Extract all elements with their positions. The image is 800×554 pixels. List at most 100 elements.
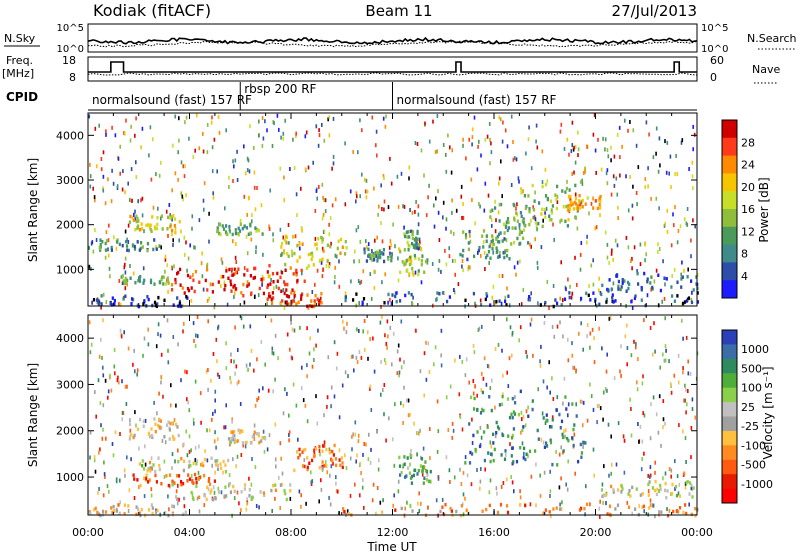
colorbar-swatch [722, 262, 737, 281]
echo-cell [154, 510, 158, 514]
scatter-cell [303, 458, 306, 463]
scatter-cell [581, 400, 583, 404]
echo-cell [211, 282, 214, 287]
echo-cell [276, 279, 279, 283]
scatter-cell [469, 265, 471, 270]
echo-cell [158, 417, 161, 421]
scatter-cell [268, 433, 271, 438]
echo-cell [523, 194, 526, 198]
scatter-cell [109, 373, 111, 378]
echo-cell [678, 506, 682, 510]
scatter-cell [626, 346, 629, 350]
scatter-cell [649, 473, 652, 478]
scatter-cell [93, 455, 96, 460]
scatter-cell [520, 410, 523, 415]
scatter-cell [610, 471, 612, 476]
echo-cell [516, 236, 519, 241]
scatter-cell [94, 390, 96, 395]
echo-cell [414, 256, 417, 260]
echo-cell [243, 224, 246, 228]
scatter-cell [588, 211, 590, 216]
scatter-cell [104, 474, 106, 479]
echo-cell [99, 248, 102, 252]
scatter-cell [255, 250, 257, 254]
scatter-cell [141, 196, 144, 201]
echo-cell [544, 508, 547, 512]
scatter-cell [458, 392, 461, 397]
scatter-cell [390, 301, 393, 306]
scatter-cell [312, 160, 314, 165]
echo-cell [414, 238, 417, 242]
echo-cell [335, 463, 338, 468]
scatter-cell [370, 296, 373, 301]
scatter-cell [144, 462, 147, 467]
echo-cell [488, 503, 491, 508]
scatter-cell [652, 352, 654, 357]
echo-cell [320, 301, 323, 305]
echo-cell [146, 469, 149, 473]
scatter-cell [383, 383, 386, 387]
echo-cell [180, 479, 183, 484]
scatter-cell [692, 147, 694, 152]
echo-cell [216, 229, 219, 233]
scatter-cell [650, 196, 652, 201]
scatter-cell [491, 378, 493, 383]
scatter-cell [100, 157, 103, 161]
scatter-cell [301, 365, 303, 370]
echo-cell [417, 243, 420, 247]
scatter-cell [382, 173, 385, 178]
echo-cell [168, 437, 171, 441]
scatter-cell [306, 419, 309, 424]
scatter-cell [196, 113, 198, 118]
scatter-cell [671, 273, 673, 278]
echo-cell [627, 492, 630, 496]
echo-cell [154, 303, 157, 308]
echo-cell [285, 294, 289, 298]
scatter-cell [203, 503, 206, 508]
scatter-cell [195, 333, 197, 338]
echo-cell [611, 293, 614, 297]
scatter-cell [271, 509, 273, 513]
scatter-cell [567, 459, 569, 464]
scatter-cell [160, 245, 162, 250]
scatter-cell [191, 226, 193, 231]
colorbar-tick-label: 100 [741, 382, 762, 395]
echo-cell [134, 227, 137, 232]
echo-cell [655, 492, 658, 497]
echo-cell [411, 232, 414, 236]
scatter-cell [481, 407, 483, 412]
echo-cell [511, 433, 514, 438]
echo-cell [170, 215, 173, 219]
echo-cell [147, 467, 150, 471]
scatter-cell [193, 421, 195, 426]
scatter-cell [99, 401, 102, 406]
scatter-cell [423, 393, 425, 398]
scatter-cell [258, 505, 260, 510]
echo-cell [219, 232, 222, 237]
scatter-cell [586, 418, 589, 423]
scatter-cell [461, 215, 463, 220]
echo-cell [260, 277, 263, 282]
echo-cell [321, 464, 324, 469]
echo-cell [502, 433, 505, 438]
scatter-cell [118, 278, 121, 283]
scatter-cell [210, 120, 213, 125]
scatter-cell [272, 351, 275, 356]
scatter-cell [150, 456, 153, 461]
scatter-cell [543, 321, 546, 325]
scatter-cell [274, 377, 276, 382]
echo-cell [146, 295, 149, 299]
echo-cell [491, 238, 494, 243]
echo-cell [192, 461, 195, 466]
colorbar-swatch [722, 120, 737, 139]
scatter-cell [362, 452, 364, 457]
echo-cell [255, 432, 258, 436]
echo-cell [291, 299, 294, 303]
scatter-cell [459, 414, 462, 419]
scatter-cell [89, 455, 91, 460]
scatter-cell [315, 124, 318, 129]
echo-cell [342, 507, 345, 511]
echo-cell [148, 225, 151, 229]
scatter-cell [530, 317, 533, 322]
scatter-cell [627, 245, 630, 250]
